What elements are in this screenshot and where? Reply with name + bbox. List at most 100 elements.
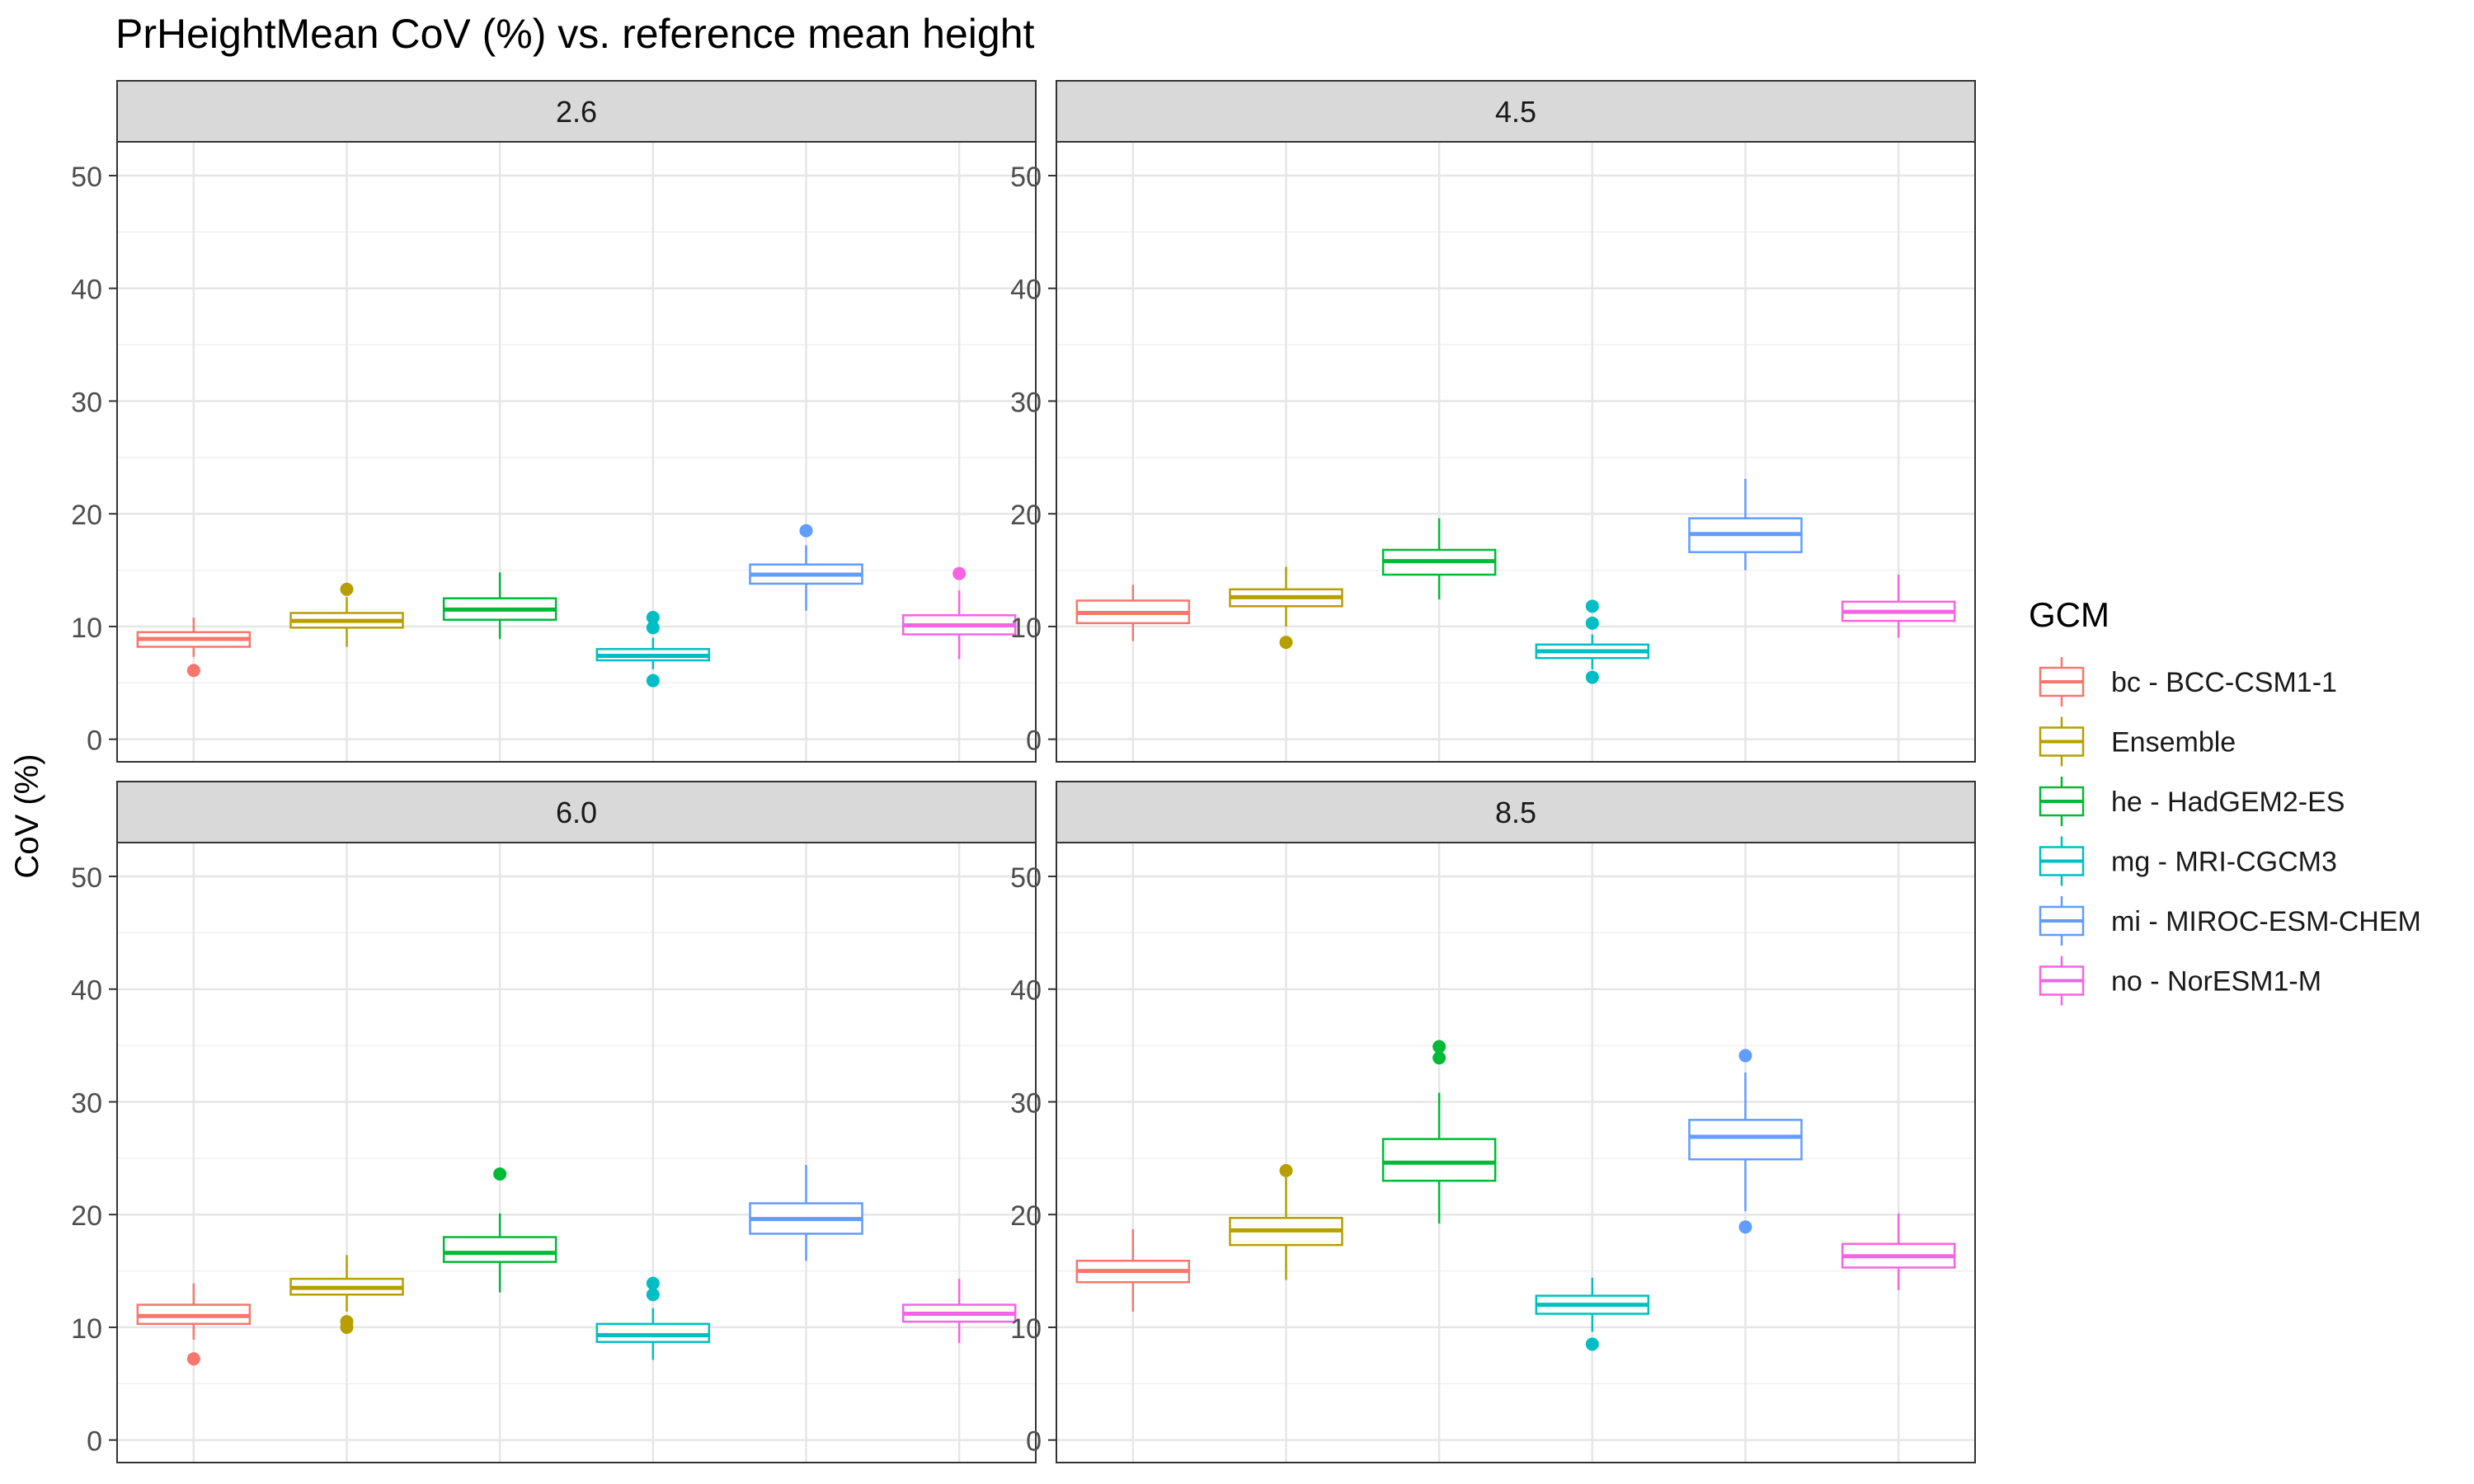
outlier-point: [1279, 636, 1293, 650]
outlier-point: [1585, 1337, 1599, 1351]
legend-item: Ensemble: [2039, 716, 2236, 767]
y-tick-label: 30: [1010, 1087, 1042, 1119]
facet-strip-label: 2.6: [556, 95, 597, 129]
panel-border: [116, 842, 1037, 1463]
legend-item: mi - MIROC-ESM-CHEM: [2039, 896, 2421, 946]
boxplot: [1841, 1213, 1956, 1290]
y-tick-label: 50: [71, 862, 102, 894]
y-tick-label: 0: [87, 1426, 102, 1458]
boxplot: [749, 1165, 863, 1261]
plot-background: [1056, 142, 1975, 762]
box: [1381, 1138, 1497, 1182]
facet-strip: [1056, 80, 1976, 143]
outlier-point: [340, 1320, 354, 1334]
boxplot: [1688, 478, 1803, 571]
boxplot: [289, 582, 404, 647]
legend-label: Ensemble: [2111, 727, 2236, 758]
outlier-point: [493, 1167, 507, 1181]
boxplot: [1381, 1040, 1497, 1224]
y-tick-label: 0: [1026, 726, 1042, 757]
panel-border: [1056, 141, 1976, 763]
y-tick-label: 30: [71, 387, 102, 418]
outlier-point: [1279, 1163, 1293, 1177]
boxplot: [1535, 599, 1650, 684]
y-tick-label: 50: [71, 162, 102, 193]
outlier-point: [1738, 1049, 1752, 1063]
boxplot: [1229, 566, 1343, 650]
plot-background: [117, 142, 1036, 762]
facet-strip-label: 4.5: [1495, 95, 1536, 129]
facet-strip: [1056, 781, 1976, 843]
boxplot: [1841, 575, 1956, 638]
outlier-point: [646, 621, 660, 635]
facet-strip-label: 8.5: [1495, 796, 1536, 829]
y-tick-label: 10: [71, 1313, 102, 1345]
box: [1688, 1119, 1803, 1161]
outlier-point: [1432, 1040, 1446, 1054]
outlier-point: [646, 674, 660, 688]
boxplot: [901, 566, 1017, 660]
facet-panel: 6.0 0 10 20 30 40 50: [71, 781, 1037, 1463]
legend-item: bc - BCC-CSM1-1: [2039, 657, 2337, 707]
outlier-point: [952, 566, 967, 580]
panel-border: [116, 141, 1037, 763]
boxplot: [1075, 1228, 1191, 1312]
legend-item: he - HadGEM2-ES: [2039, 777, 2345, 826]
legend-label: he - HadGEM2-ES: [2111, 787, 2345, 818]
y-tick-label: 10: [71, 613, 102, 644]
outlier-point: [186, 664, 200, 678]
facet-strip: [116, 80, 1037, 143]
outlier-point: [1432, 1051, 1446, 1065]
outlier-point: [186, 1352, 200, 1366]
facet-strip-label: 6.0: [556, 796, 597, 829]
facet-panel: 2.6 0 10 20 30 40 50: [71, 80, 1037, 763]
boxplot: [595, 610, 711, 688]
y-axis-label: CoV (%): [9, 754, 45, 878]
y-tick-label: 50: [1010, 162, 1042, 193]
outlier-point: [646, 610, 660, 624]
boxplot: [136, 617, 252, 678]
legend-label: no - NorESM1-M: [2111, 966, 2321, 998]
outlier-point: [1585, 599, 1599, 613]
y-tick-label: 20: [1010, 1200, 1042, 1232]
outlier-point: [1585, 616, 1599, 630]
boxplot: [1381, 518, 1497, 600]
legend-label: mi - MIROC-ESM-CHEM: [2111, 906, 2421, 937]
y-tick-label: 0: [1026, 1426, 1042, 1458]
legend-title: GCM: [2029, 595, 2109, 634]
facet-panel: 8.5 0 10 20 30 40 50: [1010, 781, 1976, 1463]
y-tick-label: 40: [71, 275, 102, 306]
boxplot: [1535, 1277, 1650, 1351]
plot-background: [1056, 843, 1975, 1463]
y-tick-label: 20: [71, 500, 102, 531]
outlier-point: [646, 1288, 660, 1302]
legend-item: mg - MRI-CGCM3: [2039, 836, 2337, 886]
y-tick-label: 0: [87, 726, 102, 757]
legend-label: mg - MRI-CGCM3: [2111, 847, 2337, 878]
boxplot: [1229, 1163, 1343, 1280]
y-tick-label: 10: [1010, 613, 1042, 644]
y-tick-label: 50: [1010, 862, 1042, 894]
plot-background: [117, 843, 1036, 1463]
y-tick-label: 10: [1010, 1313, 1042, 1345]
outlier-point: [646, 1276, 660, 1290]
boxplot: [901, 1279, 1017, 1344]
outlier-point: [340, 582, 354, 596]
boxplot: [442, 572, 557, 639]
facet-strip: [116, 781, 1037, 843]
boxplot: [1688, 1049, 1803, 1234]
boxplot: [136, 1283, 252, 1366]
box: [442, 1236, 557, 1263]
boxplot: [749, 524, 863, 611]
facet-panel: 4.5 0 10 20 30 40 50: [1010, 80, 1976, 763]
y-tick-label: 20: [71, 1200, 102, 1232]
panel-border: [1056, 842, 1976, 1463]
y-tick-label: 30: [71, 1087, 102, 1119]
boxplot: [595, 1276, 711, 1360]
legend-item: no - NorESM1-M: [2039, 956, 2321, 1006]
y-tick-label: 30: [1010, 387, 1042, 418]
outlier-point: [799, 524, 813, 538]
outlier-point: [1585, 670, 1599, 684]
boxplot: [289, 1255, 404, 1334]
